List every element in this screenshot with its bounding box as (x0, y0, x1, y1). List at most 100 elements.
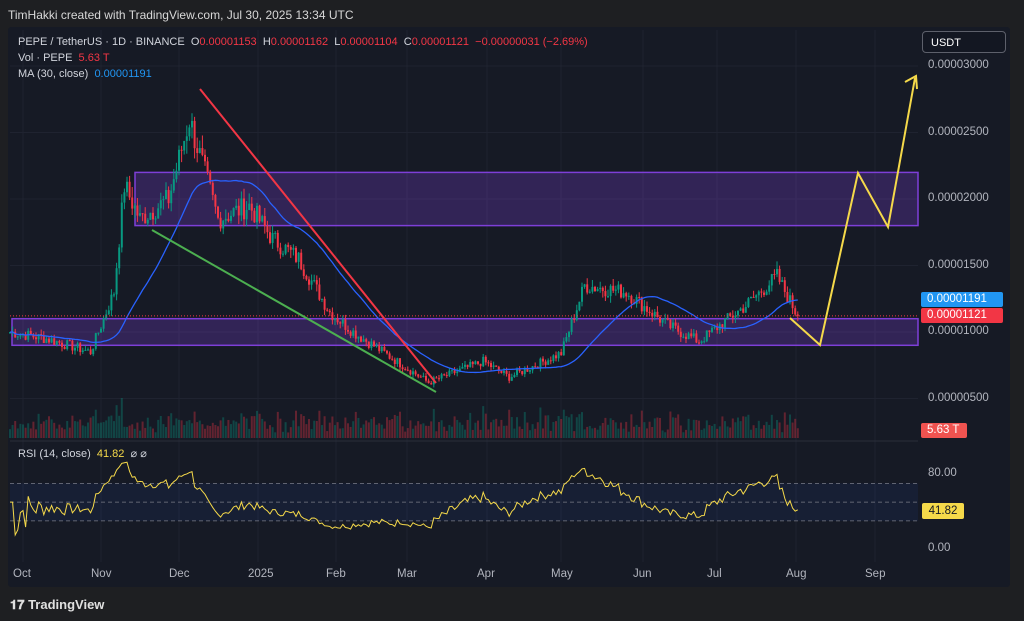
high-value: 0.00001162 (270, 36, 329, 48)
volume-bar (770, 414, 773, 438)
candle-body (393, 359, 396, 364)
candle-body (133, 205, 136, 209)
volume-bar (625, 421, 628, 438)
volume-bar (196, 422, 199, 438)
rsi-price-label: 41.82 (922, 503, 964, 519)
volume-bar (477, 420, 479, 438)
candle-body (729, 313, 732, 316)
candle-body (347, 329, 349, 332)
candle-body (50, 338, 53, 343)
x-tick-label: May (551, 568, 573, 580)
volume-bar (490, 422, 492, 438)
currency-button[interactable]: USDT (922, 31, 1006, 53)
volume-bar (71, 415, 74, 438)
candle-body (120, 202, 123, 248)
volume-bar (297, 426, 300, 438)
candle-body (466, 364, 469, 367)
volume-bar (427, 425, 430, 438)
candle-body (367, 341, 370, 348)
volume-bar (549, 430, 552, 438)
candle-body (711, 327, 713, 332)
candle-body (115, 268, 118, 295)
candle-body (206, 161, 209, 172)
candle-body (318, 284, 321, 300)
volume-bar (115, 405, 118, 438)
candle-body (620, 284, 622, 298)
volume-bar (633, 426, 635, 438)
volume-bar (698, 420, 700, 438)
volume-bar (635, 424, 638, 438)
candle-body (274, 232, 277, 234)
x-tick-label: Jun (633, 568, 652, 580)
rsi-value: 41.82 (96, 448, 125, 460)
volume-bar (152, 428, 154, 438)
candle-body (557, 352, 560, 359)
tradingview-logo[interactable]: 𝟏𝟕 TradingView (10, 597, 105, 612)
volume-bar (32, 421, 35, 438)
volume-bar (354, 411, 357, 438)
volume-bar (370, 418, 373, 438)
volume-bar (666, 429, 669, 438)
symbol-label[interactable]: PEPE / TetherUS · 1D · BINANCE (18, 36, 185, 48)
candle-body (308, 279, 310, 285)
volume-bar (700, 429, 703, 438)
volume-bar (757, 420, 760, 438)
candle-body (601, 287, 604, 292)
candle-body (344, 319, 347, 330)
candle-body (295, 247, 297, 262)
candle-body (763, 292, 765, 295)
volume-bar (495, 418, 498, 438)
candle-body (607, 296, 609, 298)
volume-bar (539, 407, 542, 438)
candle-body (456, 371, 459, 374)
volume-bar (141, 421, 144, 438)
volume-label: Vol · PEPE (18, 52, 73, 64)
candle-body (349, 331, 352, 336)
candle-body (110, 294, 113, 311)
volume-bar (336, 422, 339, 438)
candle-body (648, 311, 651, 313)
candle-body (635, 297, 638, 304)
volume-bar (11, 424, 14, 438)
volume-bar (752, 425, 755, 438)
candle-body (747, 298, 750, 307)
volume-bar (139, 430, 141, 438)
candle-body (118, 247, 121, 269)
volume-bar (105, 420, 108, 438)
ma-value: 0.00001191 (94, 68, 152, 80)
candle-body (271, 232, 274, 243)
candle-body (237, 205, 240, 216)
volume-bar (266, 428, 269, 438)
candle-body (66, 340, 69, 350)
volume-bar (656, 417, 659, 438)
candle-body (565, 337, 568, 342)
volume-bar (555, 421, 557, 438)
candle-body (570, 318, 573, 332)
candle-body (336, 318, 339, 323)
volume-bar (443, 426, 446, 438)
candle-body (399, 358, 401, 368)
candle-body (217, 206, 219, 218)
volume-bar (786, 424, 789, 438)
volume-bar (107, 416, 110, 438)
candle-body (243, 198, 245, 220)
candle-body (435, 377, 438, 379)
volume-bar (211, 422, 214, 438)
rsi-tick-label: 80.00 (928, 467, 957, 479)
chart-panel[interactable] (8, 27, 1010, 587)
ohlc-legend: PEPE / TetherUS · 1D · BINANCE O0.000011… (18, 36, 588, 48)
candle-body (419, 376, 422, 378)
x-tick-label: Mar (397, 568, 417, 580)
volume-bar (718, 426, 721, 438)
x-tick-label: Sep (865, 568, 886, 580)
volume-bar (154, 432, 157, 438)
candle-body (68, 340, 71, 342)
candle-body (74, 347, 76, 351)
candle-body (690, 333, 693, 337)
candle-body (84, 349, 87, 351)
candle-body (521, 371, 524, 375)
volume-bar (349, 426, 352, 438)
candle-body (388, 353, 391, 359)
rsi-settings-icon[interactable]: ⌀ ⌀ (130, 448, 147, 460)
